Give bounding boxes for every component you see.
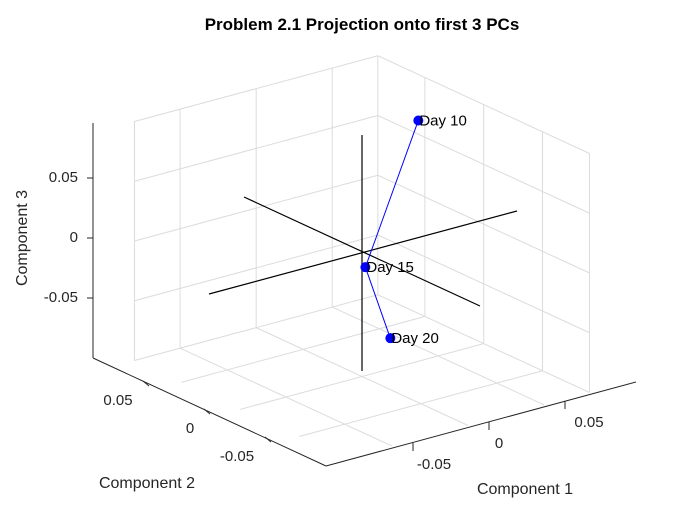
x-tick-label-high: 0.05 [574, 414, 603, 431]
data-point-marker [360, 262, 371, 273]
data-point-marker [385, 333, 396, 344]
grid-line-sidewall-z [377, 174, 590, 274]
z-tick-label-zero: 0 [70, 229, 78, 246]
grid-line-backwall-z [134, 115, 378, 182]
series-projection: Day 10 Day 15 Day 20 [360, 113, 467, 347]
grid-line-floor-y [240, 343, 484, 410]
data-point-label: Day 20 [391, 330, 439, 347]
y-tick-label-low: -0.05 [220, 448, 254, 465]
grid-line-backwall-z [134, 174, 378, 242]
grid-line-floor-x [332, 306, 545, 406]
y-axis-label: Component 2 [99, 475, 195, 492]
z-tick-label-low: -0.05 [44, 289, 78, 306]
data-point-label: Day 15 [366, 259, 414, 276]
x-tick-label-zero: 0 [495, 435, 503, 452]
y-tick-label-high: 0.05 [103, 392, 132, 409]
x-axis-label: Component 1 [477, 481, 573, 498]
z-axis-label: Component 3 [14, 190, 31, 286]
data-point-label: Day 10 [419, 113, 467, 130]
grid-line-sidewall-z [377, 115, 590, 214]
tick-labels: 0.05 0 -0.05 0.05 0 -0.05 -0.05 0 0.05 [44, 169, 604, 473]
data-point-marker [413, 115, 424, 126]
origin-axis-y [208, 210, 518, 295]
z-tick-label-high: 0.05 [49, 169, 78, 186]
axis-labels: Component 2 Component 1 Component 3 [14, 190, 573, 498]
x-tick-label-low: -0.05 [417, 456, 451, 473]
origin-axes [208, 135, 518, 371]
tick-marks [87, 177, 566, 451]
series-line [364, 120, 419, 339]
grid-line-floor-y [181, 315, 426, 383]
chart-title: Problem 2.1 Projection onto first 3 PCs [205, 15, 520, 34]
y-tick-label-zero: 0 [186, 420, 194, 437]
axes-box-edges [92, 123, 637, 467]
grid-lines [133, 55, 591, 447]
